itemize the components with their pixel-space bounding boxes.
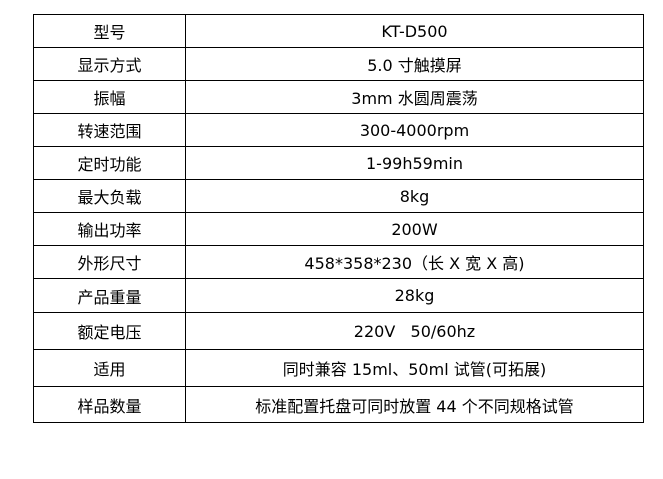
table-row: 额定电压 220V 50/60hz — [33, 312, 644, 350]
spec-label: 定时功能 — [33, 146, 186, 180]
table-row: 定时功能 1-99h59min — [33, 146, 644, 180]
spec-label: 样品数量 — [33, 386, 186, 423]
spec-label: 适用 — [33, 349, 186, 387]
spec-label: 额定电压 — [33, 312, 186, 350]
spec-label: 振幅 — [33, 80, 186, 114]
table-row: 振幅 3mm 水圆周震荡 — [33, 80, 644, 114]
spec-label: 最大负载 — [33, 179, 186, 213]
spec-label: 外形尺寸 — [33, 245, 186, 279]
table-row: 输出功率 200W — [33, 212, 644, 246]
spec-label: 输出功率 — [33, 212, 186, 246]
spec-value: 458*358*230（长 X 宽 X 高) — [185, 245, 644, 279]
spec-label: 转速范围 — [33, 113, 186, 147]
spec-value: 标准配置托盘可同时放置 44 个不同规格试管 — [185, 386, 644, 423]
spec-value: 同时兼容 15ml、50ml 试管(可拓展) — [185, 349, 644, 387]
spec-value: 5.0 寸触摸屏 — [185, 47, 644, 81]
spec-value: 200W — [185, 212, 644, 246]
spec-value: 8kg — [185, 179, 644, 213]
table-row: 显示方式 5.0 寸触摸屏 — [33, 47, 644, 81]
spec-value: 1-99h59min — [185, 146, 644, 180]
table-row: 转速范围 300-4000rpm — [33, 113, 644, 147]
spec-value: 28kg — [185, 278, 644, 313]
table-row: 适用 同时兼容 15ml、50ml 试管(可拓展) — [33, 349, 644, 387]
table-row: 产品重量 28kg — [33, 278, 644, 313]
table-row: 最大负载 8kg — [33, 179, 644, 213]
spec-value: 300-4000rpm — [185, 113, 644, 147]
spec-table: 型号 KT-D500 显示方式 5.0 寸触摸屏 振幅 3mm 水圆周震荡 转速范围 300-… — [33, 14, 644, 423]
spec-value: 3mm 水圆周震荡 — [185, 80, 644, 114]
spec-label: 显示方式 — [33, 47, 186, 81]
spec-value: KT-D500 — [185, 14, 644, 48]
table-row: 样品数量 标准配置托盘可同时放置 44 个不同规格试管 — [33, 386, 644, 423]
table-row: 型号 KT-D500 — [33, 14, 644, 48]
spec-label: 型号 — [33, 14, 186, 48]
spec-label: 产品重量 — [33, 278, 186, 313]
table-row: 外形尺寸 458*358*230（长 X 宽 X 高) — [33, 245, 644, 279]
spec-value: 220V 50/60hz — [185, 312, 644, 350]
